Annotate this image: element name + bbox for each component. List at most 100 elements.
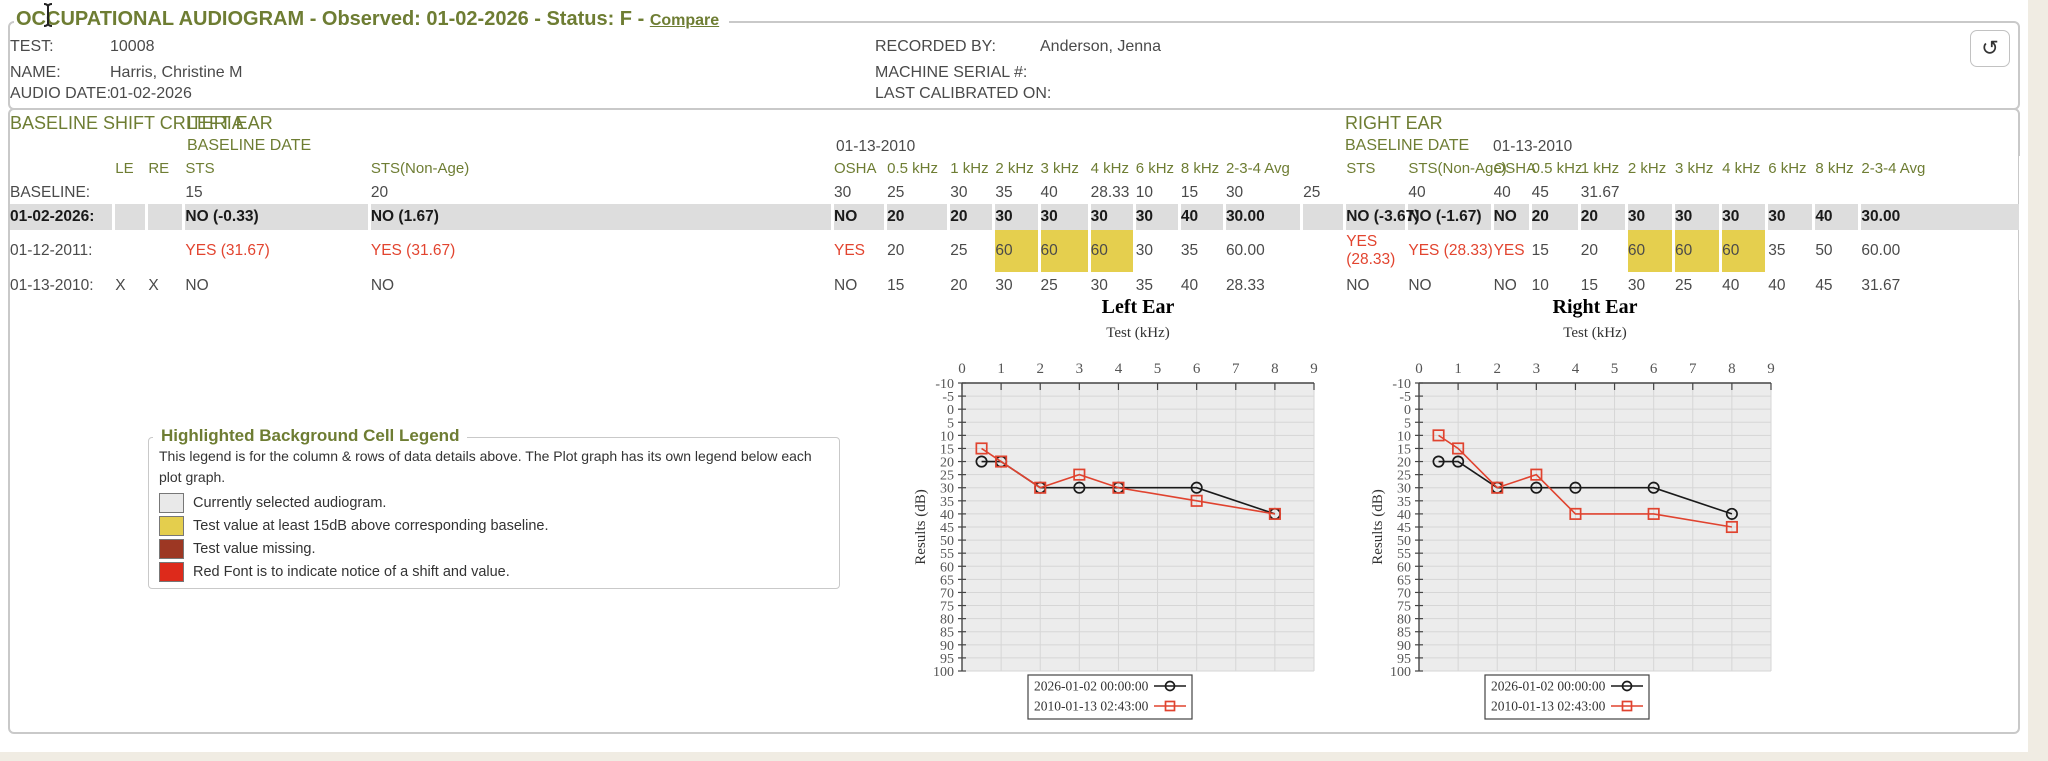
table-cell: NO — [371, 272, 834, 300]
svg-text:80: 80 — [1397, 613, 1411, 628]
table-cell: 40 — [1408, 182, 1494, 204]
svg-text:0: 0 — [958, 361, 966, 377]
last-calibrated-label: LAST CALIBRATED ON: — [875, 85, 1052, 102]
table-cell: 35 — [1768, 230, 1816, 272]
svg-text:9: 9 — [1767, 361, 1775, 377]
svg-text:-5: -5 — [1399, 390, 1411, 405]
svg-text:2026-01-02 00:00:00: 2026-01-02 00:00:00 — [1491, 679, 1606, 694]
table-cell: 25 — [950, 230, 996, 272]
column-header — [10, 156, 116, 182]
svg-text:45: 45 — [1397, 521, 1411, 536]
svg-text:7: 7 — [1232, 361, 1240, 377]
column-header: 8 kHz — [1815, 156, 1862, 182]
svg-text:95: 95 — [940, 652, 954, 667]
right-ear-chart: 0 1 2 3 4 5 6 7 8 9 -10 -5 0 5 10 15 20 25 30 35 40 45 50 55 60 6… — [1365, 295, 1785, 725]
row-label: 01-02-2026: — [10, 204, 116, 230]
table-cell: YES (28.33) — [1346, 230, 1409, 272]
svg-text:65: 65 — [1397, 573, 1411, 588]
table-cell — [1768, 182, 1816, 204]
legend-item-label: Currently selected audiogram. — [193, 494, 387, 511]
table-cell: 20 — [1581, 230, 1628, 272]
legend-item-label: Test value missing. — [193, 540, 316, 557]
table-cell — [115, 230, 149, 272]
svg-text:50: 50 — [1397, 534, 1411, 549]
column-header: LE — [115, 156, 149, 182]
column-header: OSHA — [1494, 156, 1536, 182]
recorded-by-value: Anderson, Jenna — [1040, 38, 1161, 55]
svg-text:5: 5 — [947, 416, 954, 431]
svg-text:25: 25 — [940, 469, 954, 484]
table-cell — [1815, 182, 1862, 204]
legend-item-label: Test value at least 15dB above correspon… — [193, 517, 549, 534]
svg-text:2010-01-13 02:43:00: 2010-01-13 02:43:00 — [1491, 699, 1606, 714]
table-cell: 20 — [1531, 204, 1581, 230]
table-cell: YES (28.33) — [1408, 230, 1494, 272]
cell-legend-item: Test value missing. — [159, 537, 548, 560]
svg-text:5: 5 — [1154, 361, 1162, 377]
cell-legend-panel: Highlighted Background Cell Legend This … — [148, 426, 840, 589]
svg-text:15: 15 — [1397, 442, 1411, 457]
table-cell: 45 — [1815, 272, 1862, 300]
svg-text:6: 6 — [1650, 361, 1658, 377]
section-title: BASELINE SHIFT CRITERIA — [10, 113, 244, 133]
cell-legend-items: Currently selected audiogram. Test value … — [159, 491, 548, 583]
table-cell: 10 — [1532, 272, 1581, 300]
svg-text:75: 75 — [1397, 600, 1411, 615]
right-ear-chart-svg: 0 1 2 3 4 5 6 7 8 9-10-50510152025303540455055606… — [1370, 296, 1775, 720]
table-cell: NO (-0.33) — [185, 204, 371, 230]
name-label: NAME: — [10, 64, 61, 81]
right-ear-title: RIGHT EAR — [1345, 113, 1443, 133]
table-cell: YES — [834, 230, 888, 272]
history-icon: ↺ — [1981, 37, 1999, 60]
table-cell: NO (-1.67) — [1408, 204, 1494, 230]
table-cell: 35 — [995, 182, 1041, 204]
table-cell — [1303, 272, 1347, 300]
svg-text:Right Ear: Right Ear — [1553, 296, 1638, 318]
history-button[interactable]: ↺ — [1970, 30, 2010, 67]
recorded-by-label: RECORDED BY: — [875, 38, 996, 55]
svg-text:100: 100 — [933, 665, 954, 680]
svg-text:80: 80 — [940, 613, 954, 628]
table-row: BASELINE: 15 20 30 25 30 35 40 28.33 10 15 30 25 40 40… — [10, 182, 2022, 204]
table-cell — [1346, 182, 1409, 204]
svg-text:8: 8 — [1271, 361, 1279, 377]
compare-link[interactable]: Compare — [649, 12, 720, 29]
svg-text:20: 20 — [940, 456, 954, 471]
page-title: OCCUPATIONAL AUDIOGRAM - Observed: 01-02… — [16, 8, 645, 30]
table-cell: NO — [834, 204, 888, 230]
table-cell: 30.00 — [1225, 204, 1304, 230]
table-cell: NO — [1346, 272, 1409, 300]
svg-text:30: 30 — [1397, 482, 1411, 497]
table-cell — [1675, 182, 1723, 204]
table-cell: 28.33 — [1226, 272, 1304, 300]
svg-text:20: 20 — [1397, 456, 1411, 471]
table-cell: 40 — [1768, 272, 1816, 300]
column-header: STS(Non-Age) — [1408, 156, 1507, 182]
table-cell: 30 — [834, 182, 888, 204]
table-cell: 15 — [887, 272, 951, 300]
table-cell: YES (31.67) — [371, 230, 834, 272]
table-cell: 60 — [1090, 230, 1136, 272]
table-cell: 25 — [1675, 272, 1723, 300]
table-cell: 50 — [1815, 230, 1862, 272]
table-cell: 31.67 — [1581, 182, 1628, 204]
svg-text:Results (dB): Results (dB) — [913, 489, 929, 564]
table-cell — [1861, 182, 2022, 204]
series-2026-01-02 — [1432, 455, 1738, 520]
column-header: STS(Non-Age) — [371, 156, 834, 182]
table-cell: NO (1.67) — [370, 204, 834, 230]
column-header: 3 kHz — [1041, 156, 1091, 182]
column-header: RE — [148, 156, 186, 182]
cell-legend-item: Test value at least 15dB above correspon… — [159, 514, 548, 537]
table-cell: YES (31.67) — [185, 230, 371, 272]
table-cell: 30 — [1040, 204, 1091, 230]
cell-legend-description: This legend is for the column & rows of … — [159, 448, 812, 485]
chart-legend: 2026-01-02 00:00:00 2010-01-13 02:43:00 — [1027, 674, 1193, 720]
column-header: 4 kHz — [1722, 156, 1769, 182]
series-2010-01-13 — [975, 442, 1281, 520]
left-ear-chart-svg: 0 1 2 3 4 5 6 7 8 9-10-50510152025303540455055606… — [913, 296, 1318, 720]
svg-text:10: 10 — [1397, 429, 1411, 444]
svg-text:0: 0 — [1415, 361, 1423, 377]
row-label: BASELINE: — [10, 182, 116, 204]
svg-text:Test (kHz): Test (kHz) — [1563, 325, 1627, 341]
